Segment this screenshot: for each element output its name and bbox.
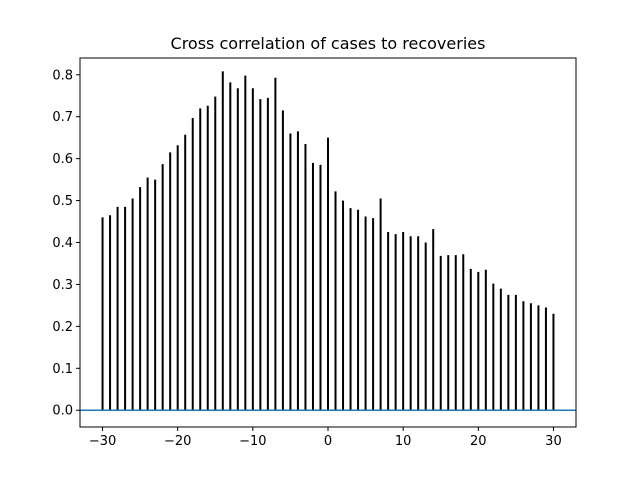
stems	[101, 71, 555, 411]
x-tick-label: 10	[395, 434, 412, 449]
y-axis: 0.0 0.1 0.2 0.3 0.4 0.5 0.6 0.7 0.8	[52, 68, 80, 419]
y-tick-label: 0.5	[52, 194, 73, 209]
x-tick-label: −20	[164, 434, 191, 449]
x-tick-label: −10	[239, 434, 266, 449]
x-tick-label: 20	[470, 434, 487, 449]
y-tick-label: 0.6	[52, 152, 73, 167]
x-tick-label: 30	[545, 434, 562, 449]
y-tick-label: 0.0	[52, 404, 73, 419]
y-tick-label: 0.4	[52, 236, 73, 251]
y-tick-label: 0.2	[52, 320, 73, 335]
y-tick-label: 0.3	[52, 278, 73, 293]
y-tick-label: 0.7	[52, 110, 73, 125]
chart-title: Cross correlation of cases to recoveries	[171, 34, 486, 53]
x-axis: −30 −20 −10 0 10 20 30	[89, 427, 562, 449]
y-tick-label: 0.8	[52, 68, 73, 83]
x-tick-label: 0	[324, 434, 332, 449]
x-tick-label: −30	[89, 434, 116, 449]
y-tick-label: 0.1	[52, 362, 73, 377]
